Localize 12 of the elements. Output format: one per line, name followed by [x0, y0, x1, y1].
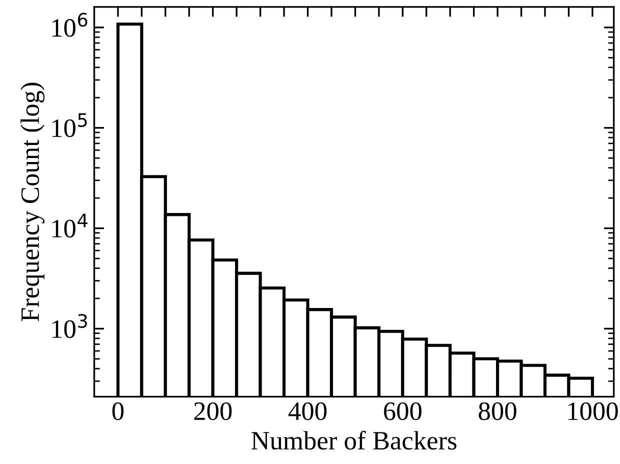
x-tick-label: 1000 — [568, 402, 618, 420]
x-tick-label: 600 — [384, 402, 422, 420]
y-tick-label: 10$^{4}$ — [52, 214, 88, 238]
y-tick-label: 10$^{5}$ — [52, 113, 87, 138]
x-tick-label: 200 — [194, 402, 232, 420]
x-tick-label: 400 — [288, 402, 327, 420]
y-tick-label: 10$^{3}$ — [52, 314, 87, 338]
x-axis-title: Number of Backers — [251, 430, 456, 450]
x-tick-label: 0 — [112, 402, 124, 420]
y-tick-label: 10$^{6}$ — [52, 12, 88, 37]
x-tick-label: 800 — [478, 402, 516, 420]
y-axis-title: Frequency Count (log) — [20, 82, 45, 322]
